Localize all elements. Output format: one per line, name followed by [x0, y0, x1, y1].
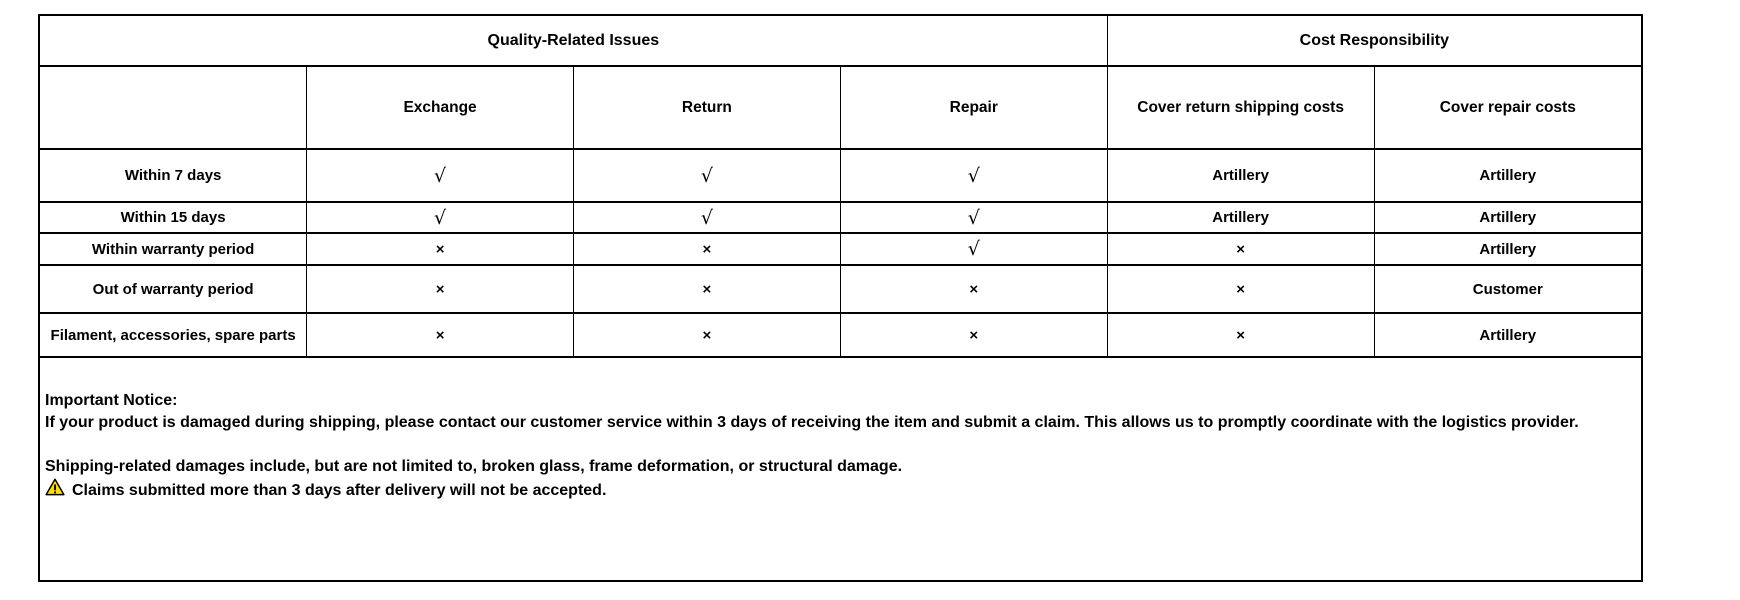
cell-exchange: √: [306, 202, 574, 234]
column-header-repair-costs: Cover repair costs: [1374, 66, 1641, 150]
table-row-out-of-warranty: Out of warranty period × × × × Customer: [40, 265, 1641, 314]
notice-shipping-damage-paragraph: If your product is damaged during shippi…: [45, 414, 1579, 431]
column-header-blank: [40, 66, 308, 150]
cell-repair: ×: [840, 265, 1108, 314]
table-row-within-7-days: Within 7 days √ √ √ Artillery Artillery: [40, 149, 1641, 203]
cell-exchange: √: [306, 149, 574, 203]
cell-exchange: ×: [306, 313, 574, 358]
cell-repair: √: [840, 202, 1108, 234]
cell-repair: ×: [840, 313, 1108, 358]
cell-repair-costs: Artillery: [1374, 149, 1641, 203]
notice-damage-examples-paragraph: Shipping-related damages include, but ar…: [45, 458, 903, 475]
warranty-policy-table: Quality-Related Issues Cost Responsibili…: [40, 16, 1641, 358]
important-notice-section: Important Notice: If your product is dam…: [40, 358, 1641, 503]
notice-warning-line: Claims submitted more than 3 days after …: [45, 478, 1621, 503]
cell-return-shipping: Artillery: [1107, 202, 1375, 234]
cell-exchange: ×: [306, 265, 574, 314]
notice-title: Important Notice:: [45, 392, 178, 409]
cell-return-shipping: Artillery: [1107, 149, 1375, 203]
column-header-return: Return: [573, 66, 841, 150]
cell-repair-costs: Customer: [1374, 265, 1641, 314]
section-header-quality: Quality-Related Issues: [40, 16, 1108, 67]
cell-return: ×: [573, 313, 841, 358]
column-header-return-shipping: Cover return shipping costs: [1107, 66, 1375, 150]
row-label: Out of warranty period: [40, 265, 308, 314]
section-header-row: Quality-Related Issues Cost Responsibili…: [40, 16, 1641, 67]
cell-repair-costs: Artillery: [1374, 313, 1641, 358]
cell-return-shipping: ×: [1107, 265, 1375, 314]
table-row-within-15-days: Within 15 days √ √ √ Artillery Artillery: [40, 202, 1641, 234]
row-label: Within 15 days: [40, 202, 308, 234]
column-header-row: Exchange Return Repair Cover return ship…: [40, 66, 1641, 150]
cell-return-shipping: ×: [1107, 313, 1375, 358]
row-label: Filament, accessories, spare parts: [40, 313, 308, 358]
cell-exchange: ×: [306, 233, 574, 266]
warning-icon: [45, 478, 65, 503]
column-header-repair: Repair: [840, 66, 1108, 150]
column-header-exchange: Exchange: [306, 66, 574, 150]
section-header-cost: Cost Responsibility: [1107, 16, 1641, 67]
table-row-filament-accessories: Filament, accessories, spare parts × × ×…: [40, 313, 1641, 358]
cell-return: ×: [573, 265, 841, 314]
row-label: Within warranty period: [40, 233, 308, 266]
cell-repair: √: [840, 233, 1108, 266]
cell-return: √: [573, 202, 841, 234]
cell-repair: √: [840, 149, 1108, 203]
cell-return-shipping: ×: [1107, 233, 1375, 266]
cell-repair-costs: Artillery: [1374, 202, 1641, 234]
warning-text: Claims submitted more than 3 days after …: [72, 481, 607, 499]
cell-return: √: [573, 149, 841, 203]
row-label: Within 7 days: [40, 149, 308, 203]
warranty-policy-sheet: Quality-Related Issues Cost Responsibili…: [38, 14, 1643, 582]
cell-repair-costs: Artillery: [1374, 233, 1641, 266]
cell-return: ×: [573, 233, 841, 266]
table-row-within-warranty: Within warranty period × × √ × Artillery: [40, 233, 1641, 266]
